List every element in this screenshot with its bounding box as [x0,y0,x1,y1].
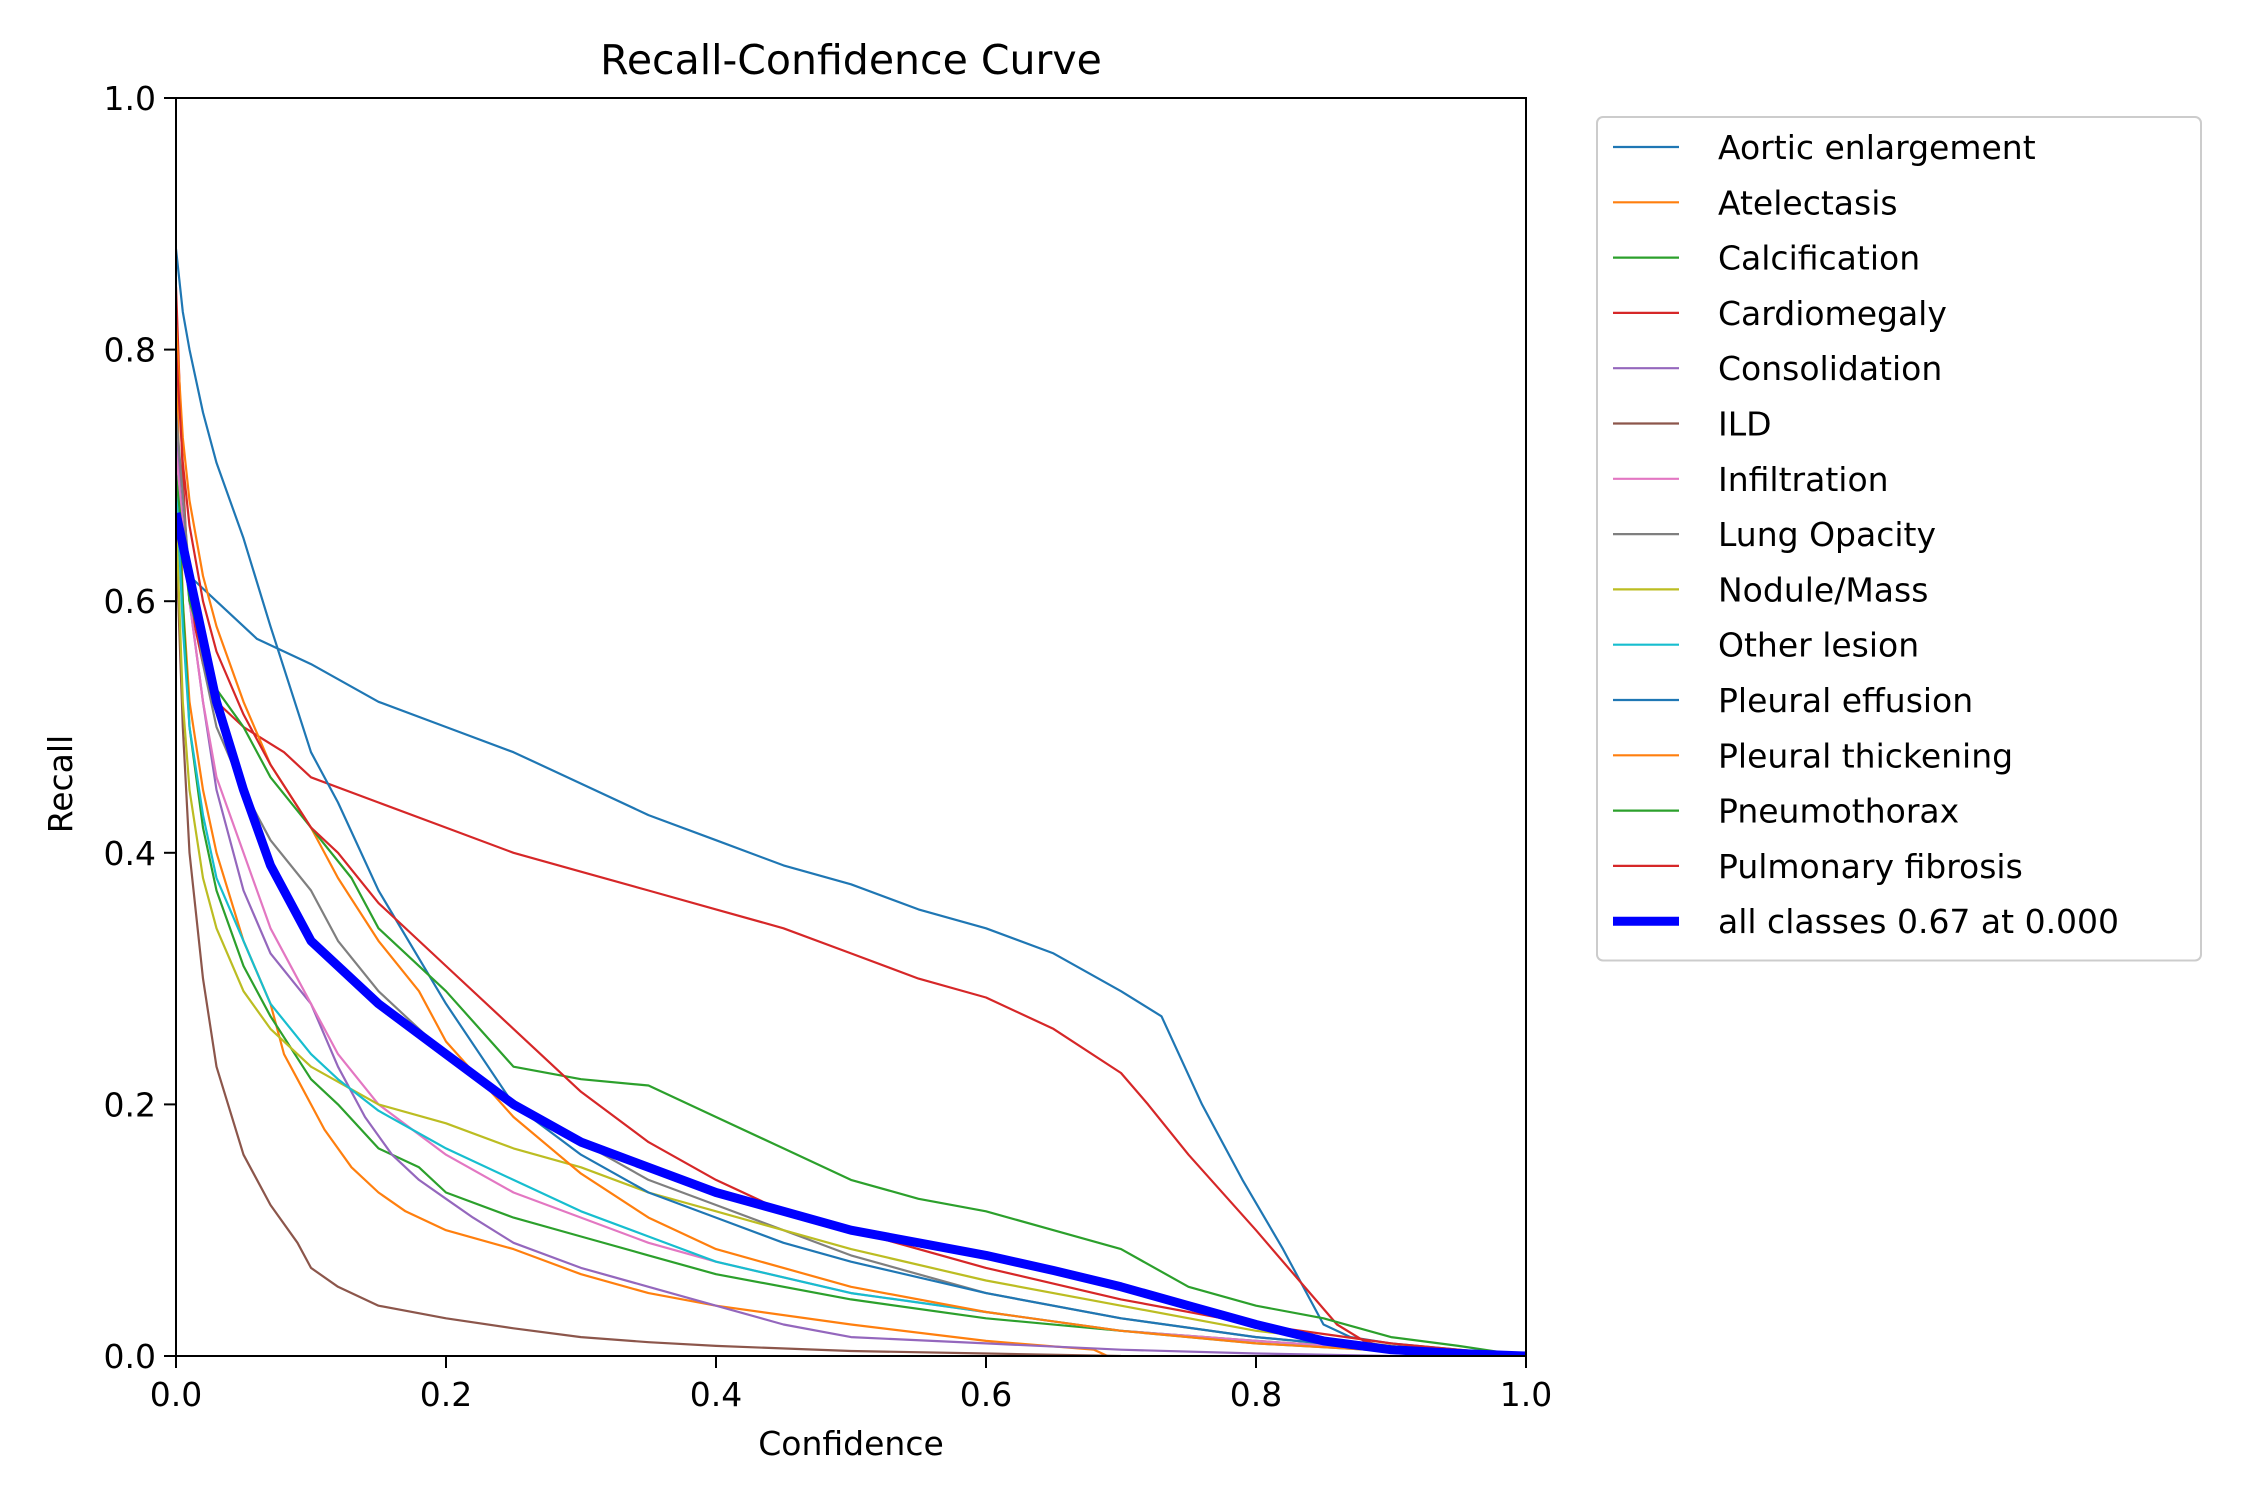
x-axis-label: Confidence [758,1424,944,1463]
series-line-13 [176,349,1526,1356]
x-tick-label: 0.6 [960,1375,1012,1414]
series-line-12 [176,475,1526,1356]
series-line-11 [176,324,1526,1356]
x-tick-label: 0.4 [690,1375,742,1414]
legend-label-3: Cardiomegaly [1718,294,1947,333]
y-tick-label: 0.2 [104,1085,156,1124]
legend-label-6: Infiltration [1718,460,1889,499]
series-layer [176,248,1526,1356]
x-tick-label: 1.0 [1500,1375,1552,1414]
chart-title: Recall-Confidence Curve [600,36,1102,84]
legend-label-1: Atelectasis [1718,183,1898,222]
series-line-2 [176,450,1526,1356]
series-line-1 [176,349,1108,1356]
series-line-0 [176,537,1526,1356]
y-axis-label: Recall [41,735,80,833]
legend: Aortic enlargement Atelectasis Calcificati… [1596,116,2202,962]
legend-label-9: Other lesion [1718,626,1919,665]
series-line-14 [176,512,1526,1356]
y-tick-label: 0.6 [104,582,156,621]
legend-label-0: Aortic enlargement [1718,128,2036,167]
series-line-3 [176,286,1526,1356]
series-line-4 [176,437,1392,1356]
legend-label-14: all classes 0.67 at 0.000 [1718,902,2119,941]
legend-label-12: Pneumothorax [1718,792,1959,831]
series-line-8 [176,513,1526,1356]
x-tick-label: 0.2 [420,1375,472,1414]
legend-label-7: Lung Opacity [1718,515,1936,554]
series-line-10 [176,248,1526,1356]
legend-label-10: Pleural effusion [1718,681,1973,720]
legend-label-2: Calcification [1718,239,1920,278]
legend-label-8: Nodule/Mass [1718,570,1928,609]
axes-layer: 0.0 0.2 0.4 0.6 0.8 1.0 0.0 0.2 0.4 0.6 0.8 1.0 [104,79,1553,1414]
legend-label-5: ILD [1718,405,1772,444]
series-line-5 [176,538,1122,1356]
y-tick-label: 0.4 [104,834,156,873]
y-tick-label: 0.8 [104,331,156,370]
y-tick-label: 1.0 [104,79,156,118]
x-tick-label: 0.8 [1230,1375,1282,1414]
legend-label-4: Consolidation [1718,349,1942,388]
x-tick-label: 0.0 [150,1375,202,1414]
legend-box [1596,116,2202,962]
y-tick-label: 0.0 [104,1337,156,1376]
legend-label-11: Pleural thickening [1718,736,2013,775]
plot-frame [175,97,1527,1357]
legend-label-13: Pulmonary fibrosis [1718,847,2023,886]
